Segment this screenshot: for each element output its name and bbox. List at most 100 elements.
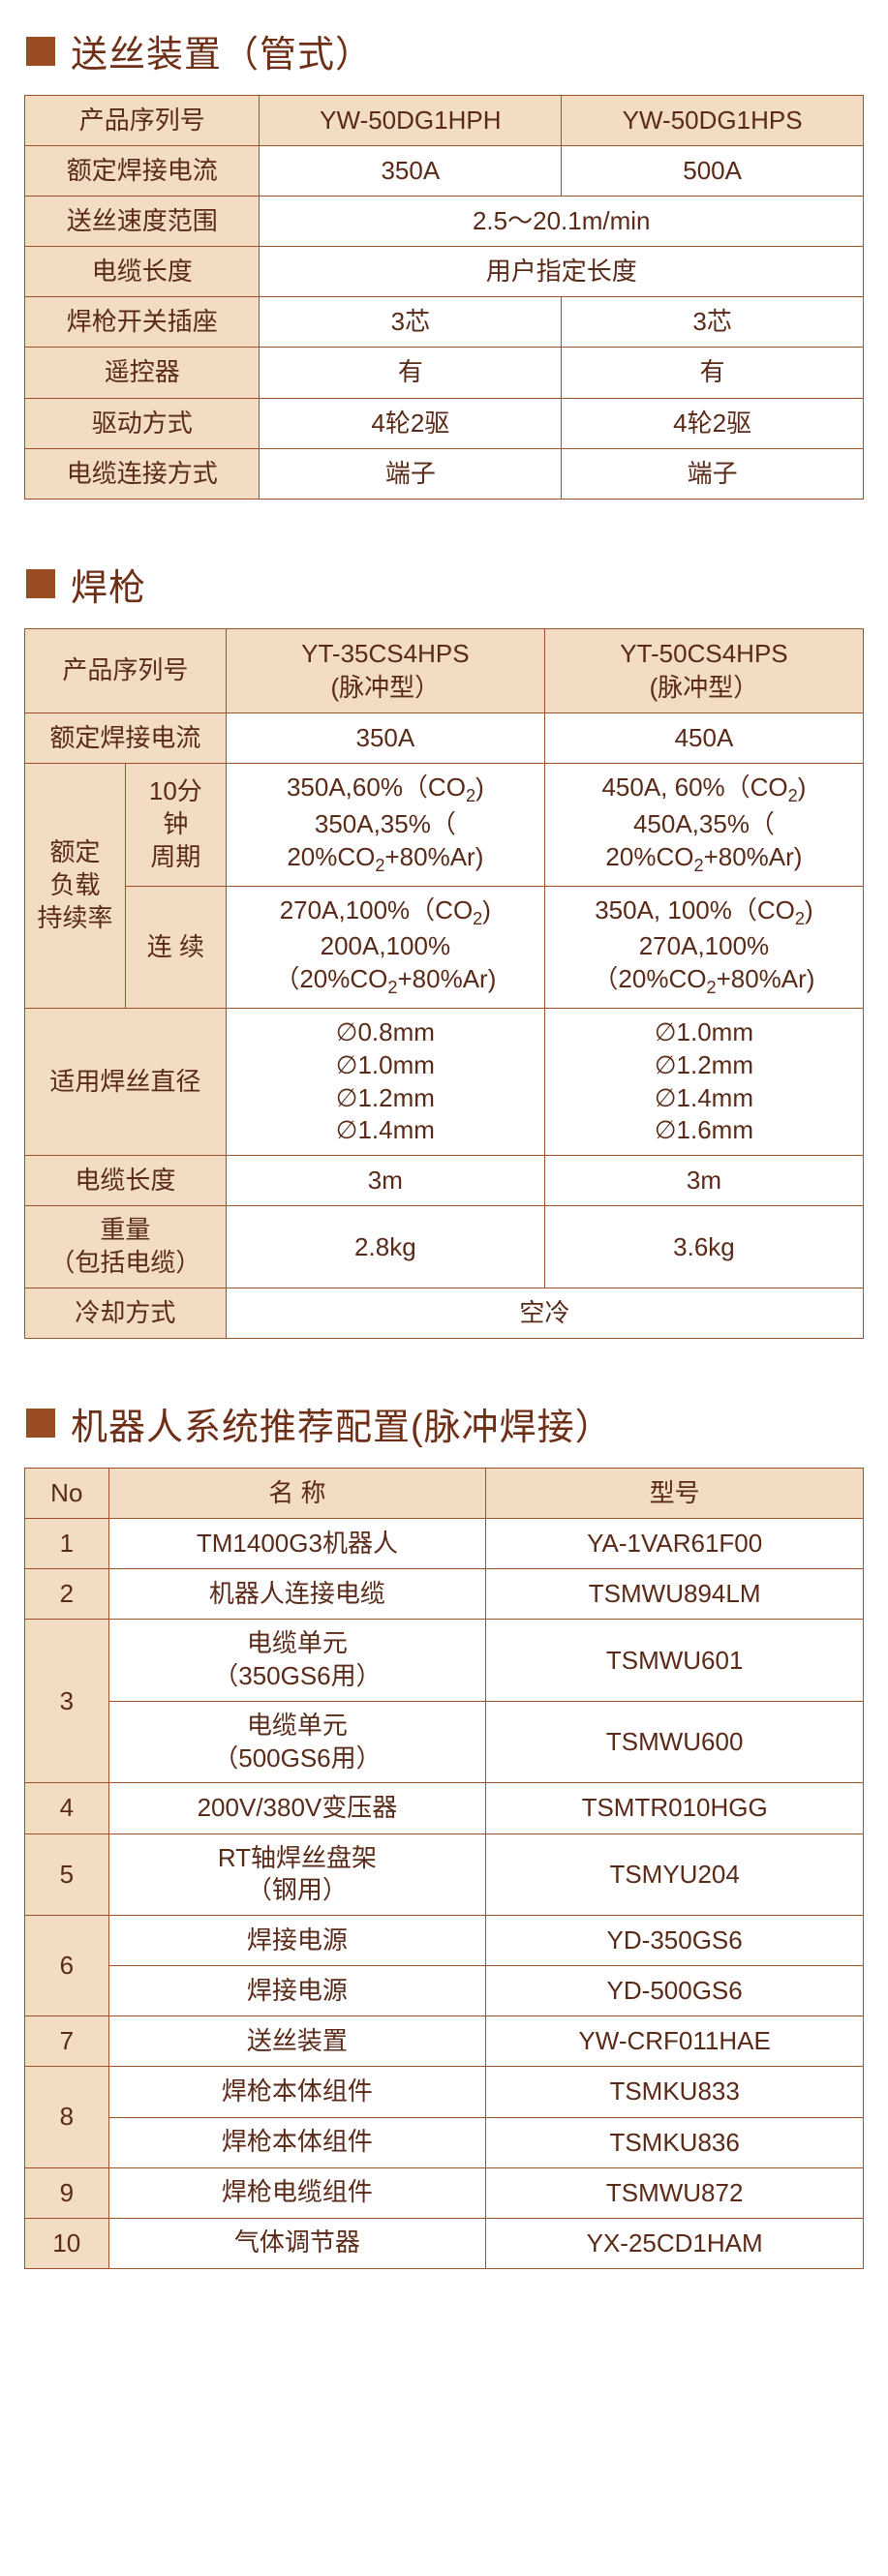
cell-model: TSMWU601 xyxy=(486,1620,864,1702)
table-row: 额定焊接电流350A500A xyxy=(25,146,864,197)
table-row: 电缆单元（500GS6用）TSMWU600 xyxy=(25,1701,864,1783)
table-row: 8焊枪本体组件TSMKU833 xyxy=(25,2067,864,2117)
row-label: 电缆长度 xyxy=(25,1156,227,1206)
table-row: 送丝速度范围2.5～20.1m/min xyxy=(25,197,864,247)
table-row: 10气体调节器YX-25CD1HAM xyxy=(25,2218,864,2268)
section-title: 机器人系统推荐配置(脉冲焊接） xyxy=(24,1397,864,1450)
table-row: 电缆长度 3m 3m xyxy=(25,1156,864,1206)
table-row: 电缆长度用户指定长度 xyxy=(25,247,864,297)
cell: 4轮2驱 xyxy=(260,398,562,448)
section-title: 焊枪 xyxy=(24,558,864,611)
cell: ∅1.0mm∅1.2mm∅1.4mm∅1.6mm xyxy=(544,1009,863,1156)
table-row: 4200V/380V变压器TSMTR010HGG xyxy=(25,1783,864,1834)
title-text: 焊枪 xyxy=(71,558,146,611)
cell-model: TSMKU836 xyxy=(486,2117,864,2167)
table-row: 5RT轴焊丝盘架（钢用）TSMYU204 xyxy=(25,1834,864,1916)
table-row: 2机器人连接电缆TSMWU894LM xyxy=(25,1569,864,1620)
row-no: 5 xyxy=(25,1834,109,1916)
table-row: 适用焊丝直径 ∅0.8mm∅1.0mm∅1.2mm∅1.4mm ∅1.0mm∅1… xyxy=(25,1009,864,1156)
cell-text: (脉冲型） xyxy=(331,673,441,702)
row-no: 1 xyxy=(25,1519,109,1569)
cell-text: (脉冲型） xyxy=(650,673,759,702)
table-row: 驱动方式4轮2驱4轮2驱 xyxy=(25,398,864,448)
cell: 端子 xyxy=(260,448,562,499)
cell-name: 焊接电源 xyxy=(108,1966,486,2016)
cell: 350A,60%（CO2)350A,35%（20%CO2+80%Ar) xyxy=(226,764,544,886)
cell: ∅0.8mm∅1.0mm∅1.2mm∅1.4mm xyxy=(226,1009,544,1156)
row-no: 10 xyxy=(25,2218,109,2268)
cell: 空冷 xyxy=(226,1288,863,1338)
table-row: 电缆连接方式端子端子 xyxy=(25,448,864,499)
cell: 2.8kg xyxy=(226,1206,544,1288)
row-label: 焊枪开关插座 xyxy=(25,297,260,348)
row-label: 重量（包括电缆） xyxy=(25,1206,227,1288)
cell-model: TSMYU204 xyxy=(486,1834,864,1916)
table-row: 焊接电源YD-500GS6 xyxy=(25,1966,864,2016)
table-row: 9焊枪电缆组件TSMWU872 xyxy=(25,2167,864,2218)
cell-text: YT-35CS4HPS xyxy=(301,639,469,668)
row-label: 驱动方式 xyxy=(25,398,260,448)
cell: 350A, 100%（CO2)270A,100%（20%CO2+80%Ar) xyxy=(544,886,863,1008)
section-title: 送丝装置（管式） xyxy=(24,24,864,77)
cell-name: 机器人连接电缆 xyxy=(108,1569,486,1620)
cell-name: TM1400G3机器人 xyxy=(108,1519,486,1569)
table-row: 焊枪开关插座3芯3芯 xyxy=(25,297,864,348)
table-row: 产品序列号 YT-35CS4HPS (脉冲型） YT-50CS4HPS (脉冲型） xyxy=(25,628,864,712)
row-label: 遥控器 xyxy=(25,348,260,398)
cell-name: 送丝装置 xyxy=(108,2016,486,2067)
cell: 350A xyxy=(260,146,562,197)
table-row: 冷却方式 空冷 xyxy=(25,1288,864,1338)
row-label: 额定焊接电流 xyxy=(25,712,227,763)
cell: 3芯 xyxy=(562,297,864,348)
cell-model: TSMKU833 xyxy=(486,2067,864,2117)
robot-config-table: No 名 称 型号 1TM1400G3机器人YA-1VAR61F002机器人连接… xyxy=(24,1468,864,2269)
table-row: 额定负载持续率 10分钟周期 350A,60%（CO2)350A,35%（20%… xyxy=(25,764,864,886)
cell-model: TSMTR010HGG xyxy=(486,1783,864,1834)
cell-model: YD-500GS6 xyxy=(486,1966,864,2016)
cell: 有 xyxy=(562,348,864,398)
row-sublabel: 连 续 xyxy=(125,886,226,1008)
cell-model: YD-350GS6 xyxy=(486,1916,864,1966)
cell: 端子 xyxy=(562,448,864,499)
cell-name: RT轴焊丝盘架（钢用） xyxy=(108,1834,486,1916)
table-row: 6焊接电源YD-350GS6 xyxy=(25,1916,864,1966)
table-row: 1TM1400G3机器人YA-1VAR61F00 xyxy=(25,1519,864,1569)
cell-name: 焊枪本体组件 xyxy=(108,2117,486,2167)
cell: 350A xyxy=(226,712,544,763)
row-no: 7 xyxy=(25,2016,109,2067)
cell: 2.5～20.1m/min xyxy=(260,197,864,247)
table-row: 重量（包括电缆） 2.8kg 3.6kg xyxy=(25,1206,864,1288)
row-label: 冷却方式 xyxy=(25,1288,227,1338)
header-cell: YW-50DG1HPS xyxy=(562,96,864,146)
cell: 3m xyxy=(226,1156,544,1206)
row-label: 电缆长度 xyxy=(25,247,260,297)
header-cell: 产品序列号 xyxy=(25,628,227,712)
cell-text: YT-50CS4HPS xyxy=(620,639,787,668)
table-row: 产品序列号 YW-50DG1HPH YW-50DG1HPS xyxy=(25,96,864,146)
cell-name: 电缆单元（350GS6用） xyxy=(108,1620,486,1702)
cell-model: TSMWU894LM xyxy=(486,1569,864,1620)
header-cell: YT-50CS4HPS (脉冲型） xyxy=(544,628,863,712)
row-no: 3 xyxy=(25,1620,109,1783)
row-label: 额定负载持续率 xyxy=(25,764,126,1009)
row-no: 6 xyxy=(25,1916,109,2016)
row-label: 电缆连接方式 xyxy=(25,448,260,499)
table-row: 额定焊接电流 350A 450A xyxy=(25,712,864,763)
section-robot-config: 机器人系统推荐配置(脉冲焊接） No 名 称 型号 1TM1400G3机器人YA… xyxy=(24,1397,864,2269)
cell-name: 200V/380V变压器 xyxy=(108,1783,486,1834)
cell: 270A,100%（CO2)200A,100%（20%CO2+80%Ar) xyxy=(226,886,544,1008)
table-row: 遥控器有有 xyxy=(25,348,864,398)
table-row: 3电缆单元（350GS6用）TSMWU601 xyxy=(25,1620,864,1702)
table-row: No 名 称 型号 xyxy=(25,1468,864,1518)
bullet-icon xyxy=(26,37,55,66)
table-row: 连 续 270A,100%（CO2)200A,100%（20%CO2+80%Ar… xyxy=(25,886,864,1008)
bullet-icon xyxy=(26,569,55,598)
header-cell: No xyxy=(25,1468,109,1518)
row-sublabel: 10分钟周期 xyxy=(125,764,226,886)
table-row: 焊枪本体组件TSMKU836 xyxy=(25,2117,864,2167)
cell-name: 焊枪本体组件 xyxy=(108,2067,486,2117)
header-cell: 型号 xyxy=(486,1468,864,1518)
header-cell: YW-50DG1HPH xyxy=(260,96,562,146)
cell-model: YA-1VAR61F00 xyxy=(486,1519,864,1569)
cell-name: 焊枪电缆组件 xyxy=(108,2167,486,2218)
